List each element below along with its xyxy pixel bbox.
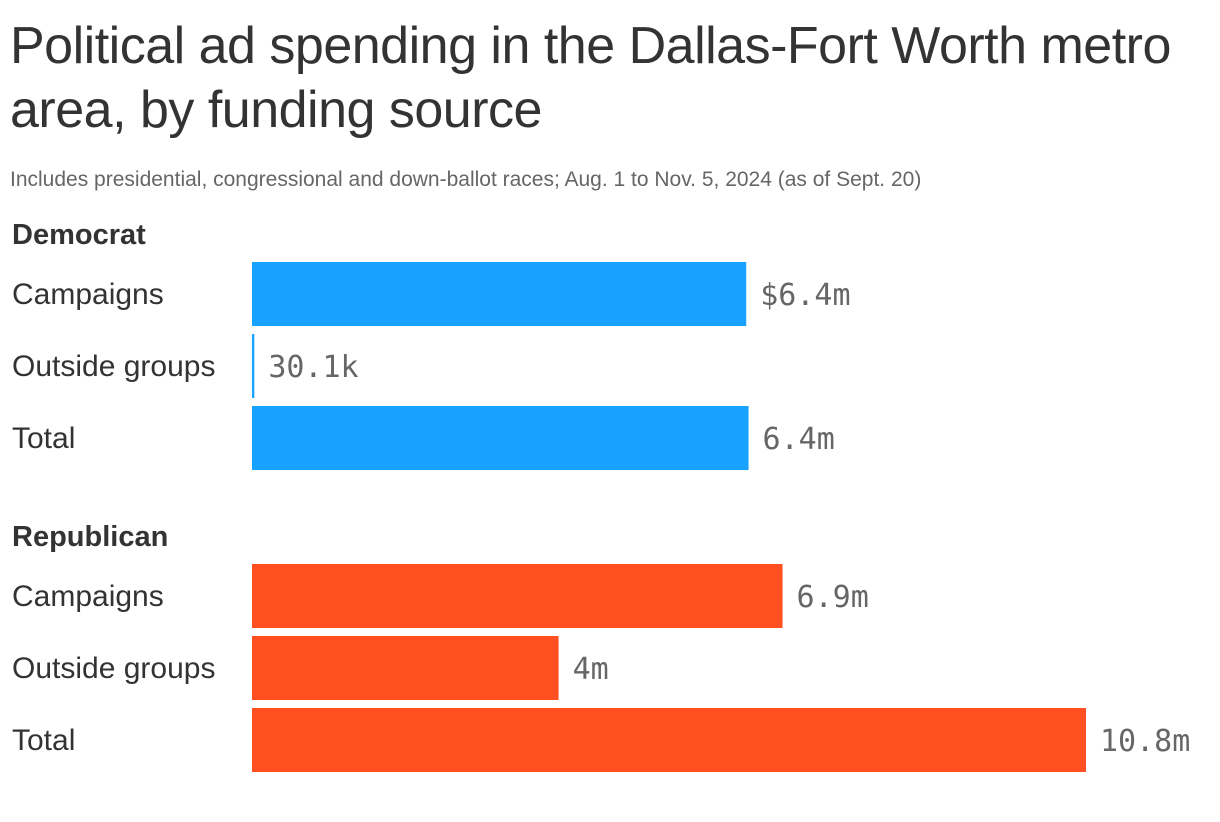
value-label-republican-total: 10.8m	[1100, 724, 1190, 759]
group-label-republican: Republican	[12, 521, 168, 553]
value-label-democrat-campaigns: $6.4m	[760, 278, 850, 313]
bar-democrat-outside-groups	[252, 334, 255, 398]
bar-republican-outside-groups	[252, 636, 559, 700]
bar-republican-total	[252, 708, 1086, 772]
category-label-democrat-outside-groups: Outside groups	[12, 350, 215, 383]
value-label-republican-outside-groups: 4m	[573, 652, 609, 687]
value-label-republican-campaigns: 6.9m	[797, 580, 869, 615]
bar-democrat-total	[252, 406, 749, 470]
value-label-democrat-total: 6.4m	[763, 422, 835, 457]
value-label-democrat-outside-groups: 30.1k	[268, 350, 358, 385]
chart-subtitle: Includes presidential, congressional and…	[10, 168, 922, 191]
bar-democrat-campaigns	[252, 262, 747, 326]
chart-title: Political ad spending in the Dallas-Fort…	[10, 17, 1171, 139]
category-label-republican-total: Total	[12, 724, 75, 757]
category-label-democrat-total: Total	[12, 422, 75, 455]
category-label-republican-outside-groups: Outside groups	[12, 652, 215, 685]
group-label-democrat: Democrat	[12, 219, 146, 251]
category-label-republican-campaigns: Campaigns	[12, 580, 164, 613]
category-label-democrat-campaigns: Campaigns	[12, 278, 164, 311]
bar-republican-campaigns	[252, 564, 783, 628]
